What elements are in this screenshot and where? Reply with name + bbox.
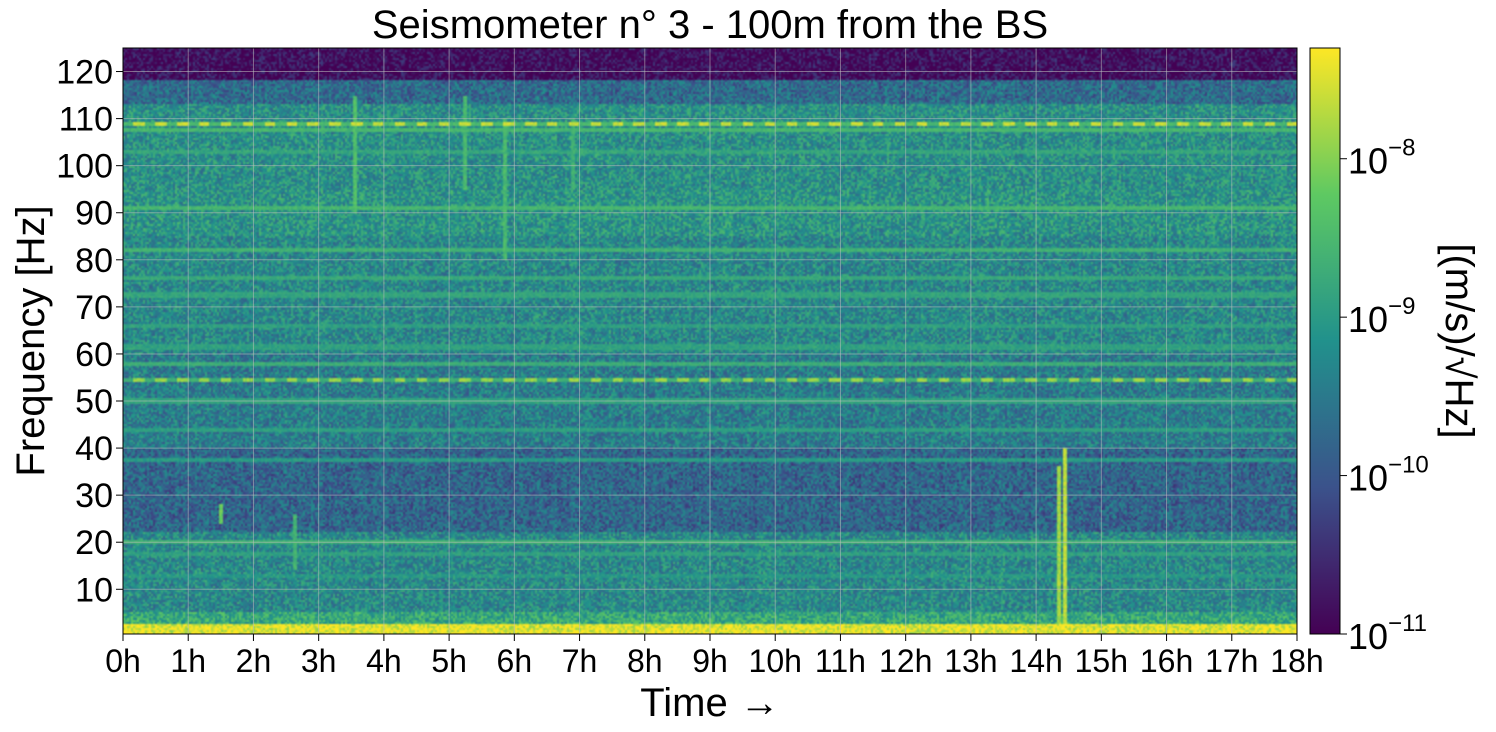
x-tick-label: 0h xyxy=(105,643,141,679)
x-tick-label: 12h xyxy=(879,643,932,679)
x-tick-label: 8h xyxy=(627,643,663,679)
x-tick-label: 17h xyxy=(1205,643,1258,679)
y-tick-label: 110 xyxy=(59,101,113,139)
y-tick-label: 40 xyxy=(75,430,113,468)
x-axis-arrow: → xyxy=(740,681,780,725)
y-tick-label: 10 xyxy=(75,571,113,609)
grid-lines xyxy=(122,48,1298,634)
x-tick-label: 11h xyxy=(815,643,866,679)
y-tick-label: 80 xyxy=(75,242,113,280)
colorbar-gradient xyxy=(1309,47,1341,635)
x-tick-label: 5h xyxy=(431,643,467,679)
colorbar-ticks: 10−11 10−10 10−9 10−8 xyxy=(1340,135,1429,657)
x-tick-label: 3h xyxy=(301,643,337,679)
x-axis-label: Time → xyxy=(640,681,779,725)
x-tick-label: 18h xyxy=(1270,643,1323,679)
colorbar-tick-label: 10−8 xyxy=(1348,135,1415,182)
y-axis-label: Frequency [Hz] xyxy=(9,205,53,476)
y-tick-label: 70 xyxy=(75,289,113,327)
y-tick-label: 20 xyxy=(75,524,113,562)
x-tick-label: 9h xyxy=(692,643,728,679)
x-tick-label: 16h xyxy=(1140,643,1193,679)
x-tick-label: 1h xyxy=(170,643,206,679)
y-tick-label: 120 xyxy=(56,54,113,92)
x-tick-label: 14h xyxy=(1009,643,1062,679)
colorbar-tick-label: 10−11 xyxy=(1348,610,1427,657)
colorbar-tick-label: 10−9 xyxy=(1348,293,1415,340)
colorbar: 10−11 10−10 10−9 10−8 xyxy=(1309,47,1429,657)
plot-area xyxy=(122,47,1298,635)
y-tick-label: 50 xyxy=(75,383,113,421)
x-tick-label: 15h xyxy=(1075,643,1128,679)
x-axis-label-text: Time xyxy=(640,681,727,725)
x-axis: 0h 1h 2h 3h 4h 5h 6h 7h 8h 9h 10h 11h 12h 13h 14h 15h 16… xyxy=(105,634,1324,679)
x-tick-label: 7h xyxy=(562,643,598,679)
y-tick-label: 60 xyxy=(75,336,113,374)
y-tick-label: 100 xyxy=(56,148,113,186)
x-tick-label: 2h xyxy=(236,643,272,679)
colorbar-label: [(m/s)/√Hz] xyxy=(1437,243,1481,438)
x-tick-label: 4h xyxy=(366,643,402,679)
chart-title: Seismometer n° 3 - 100m from the BS xyxy=(372,3,1048,47)
x-tick-label: 6h xyxy=(497,643,533,679)
y-axis: 10 20 30 40 50 60 70 80 90 100 110 120 xyxy=(56,54,123,609)
x-tick-label: 13h xyxy=(944,643,997,679)
x-tick-label: 10h xyxy=(749,643,802,679)
y-tick-label: 90 xyxy=(75,195,113,233)
y-tick-label: 30 xyxy=(75,477,113,515)
colorbar-tick-label: 10−10 xyxy=(1348,452,1429,499)
